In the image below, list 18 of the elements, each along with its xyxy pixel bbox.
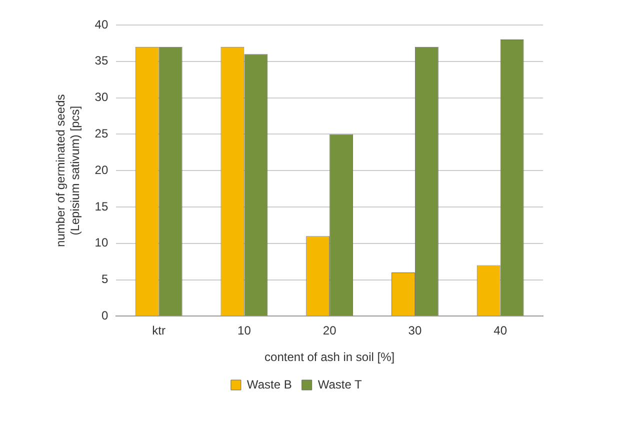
y-tick-label: 40 [94,17,108,32]
x-tick-label: 10 [238,324,252,338]
legend-label: Waste B [246,377,292,392]
y-axis-title: number of germinated seeds (Lepisium sativum) [pcs] [54,94,82,247]
y-tick-label: 5 [101,272,108,286]
y-tick-label: 0 [101,308,108,323]
legend-label: Waste T [318,377,363,392]
y-tick-label: 25 [94,126,108,141]
x-tick-label: ktr [152,324,166,338]
y-tick-label: 35 [94,54,108,68]
y-tick-label: 10 [94,236,108,250]
x-tick-label: 20 [322,324,337,338]
y-tick-label: 15 [94,199,108,214]
x-tick-label: 40 [494,324,508,338]
y-tick-label: 30 [94,90,108,104]
x-axis-title: content of ash in soil [%] [264,350,395,364]
y-tick-label: 20 [94,162,108,177]
x-tick-label: 30 [408,324,422,338]
